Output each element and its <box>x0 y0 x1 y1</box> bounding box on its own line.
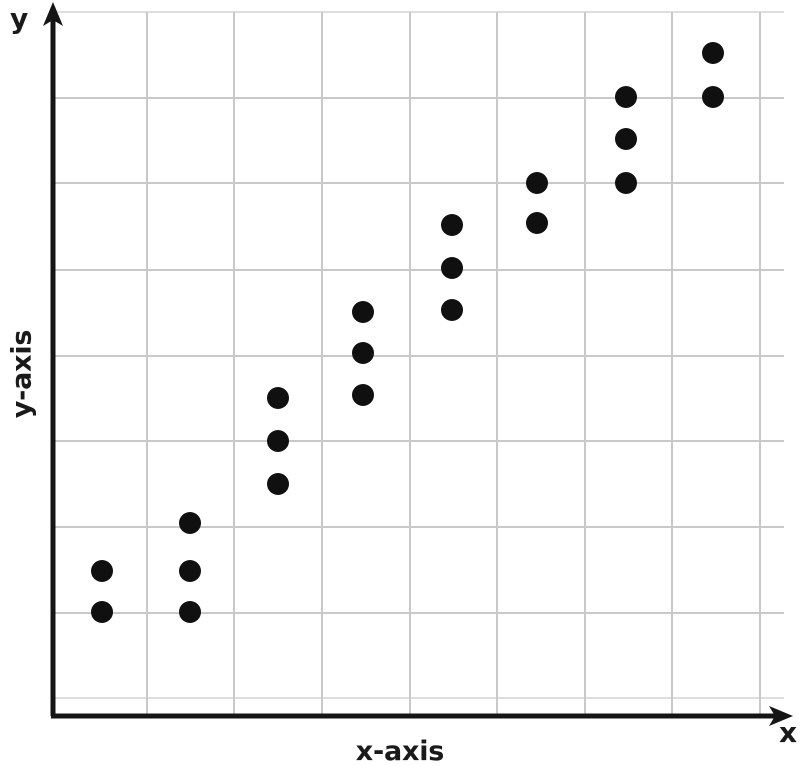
data-point <box>441 257 463 279</box>
data-point <box>267 430 289 452</box>
data-point <box>267 473 289 495</box>
data-point <box>352 384 374 406</box>
data-point <box>615 128 637 150</box>
data-point <box>526 212 548 234</box>
data-point <box>702 42 724 64</box>
data-point <box>615 86 637 108</box>
x-axis-tip-label: x <box>779 716 798 749</box>
data-point <box>267 387 289 409</box>
x-axis-label: x-axis <box>355 736 445 766</box>
data-point <box>179 601 201 623</box>
y-axis-tip-label: y <box>10 2 29 35</box>
y-axis-label: y-axis <box>6 329 38 419</box>
data-point <box>441 299 463 321</box>
data-point <box>91 560 113 582</box>
data-point <box>441 214 463 236</box>
arrow-right-icon <box>769 706 793 726</box>
data-point <box>615 172 637 194</box>
data-point <box>526 172 548 194</box>
arrow-up-icon <box>43 2 63 26</box>
data-point <box>352 301 374 323</box>
data-point <box>352 342 374 364</box>
data-point <box>179 512 201 534</box>
data-point <box>179 560 201 582</box>
data-point <box>702 86 724 108</box>
data-point <box>91 601 113 623</box>
